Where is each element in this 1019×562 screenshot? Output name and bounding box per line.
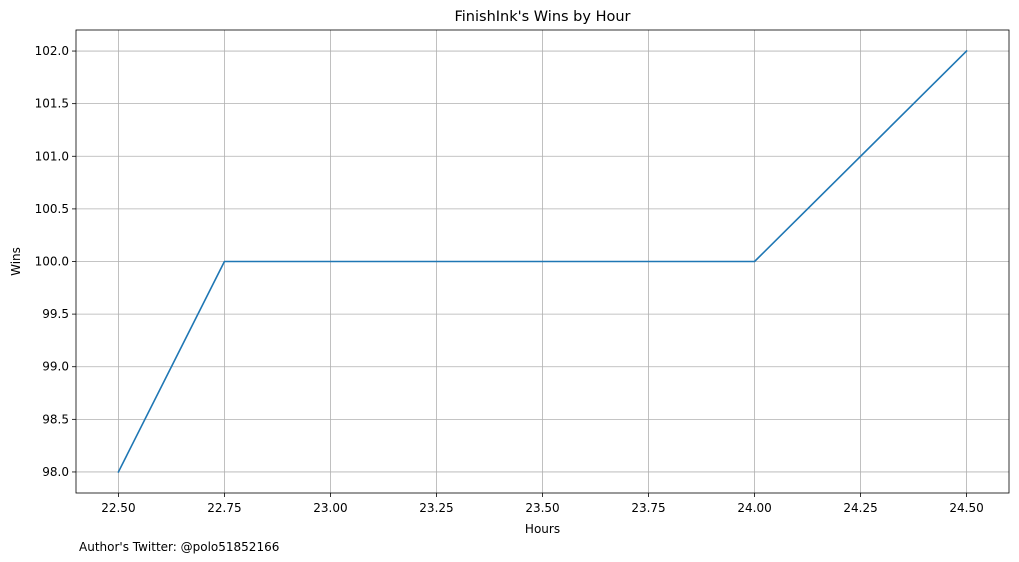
x-tick-label: 23.00 (313, 501, 347, 515)
x-tick-label: 24.50 (949, 501, 983, 515)
x-tick-label: 22.75 (207, 501, 241, 515)
series-line (117, 49, 968, 474)
y-tick-label: 98.5 (42, 412, 69, 426)
y-tick-label: 99.0 (42, 360, 69, 374)
author-twitter-note: Author's Twitter: @polo51852166 (79, 540, 279, 554)
y-tick-label: 101.5 (35, 97, 69, 111)
y-tick-label: 102.0 (35, 44, 69, 58)
x-tick-label: 24.25 (843, 501, 877, 515)
x-tick-label: 22.50 (101, 501, 135, 515)
x-tick-label: 23.50 (525, 501, 559, 515)
y-tick-label: 101.0 (35, 149, 69, 163)
x-tick-label: 23.75 (631, 501, 665, 515)
x-tick-label: 23.25 (419, 501, 453, 515)
y-tick-label: 100.0 (35, 255, 69, 269)
y-axis-label: Wins (9, 247, 23, 276)
x-tick-label: 24.00 (737, 501, 771, 515)
y-tick-label: 98.0 (42, 465, 69, 479)
y-tick-label: 100.5 (35, 202, 69, 216)
y-tick-label: 99.5 (42, 307, 69, 321)
x-axis-label: Hours (525, 522, 560, 536)
chart-title: FinishInk's Wins by Hour (454, 9, 630, 25)
series-layer (117, 49, 968, 474)
axis-ticks: 22.50 22.75 23.00 23.25 23.50 23.75 24.00 24.25… (35, 44, 984, 515)
